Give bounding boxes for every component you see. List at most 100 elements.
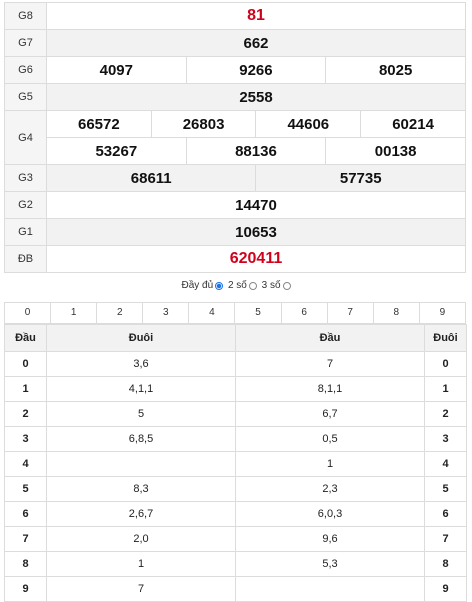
prize-label: G2 xyxy=(4,191,47,219)
prize-row-g6: G6 4097 9266 8025 xyxy=(4,56,466,84)
col-tail: Đuôi xyxy=(46,324,236,352)
row-head-digit: 1 xyxy=(4,376,47,402)
row-head-digit: 4 xyxy=(4,451,47,477)
option-two-digits[interactable]: 2 số xyxy=(228,280,257,291)
prize-number: 4097 xyxy=(46,56,187,84)
table-row: 2 5 6,7 2 xyxy=(4,401,467,427)
table-row: 1 4,1,1 8,1,1 1 xyxy=(4,376,467,402)
radio-full[interactable] xyxy=(215,281,224,290)
digit-filter-7[interactable]: 7 xyxy=(328,303,374,323)
prize-row-g8: G8 81 xyxy=(4,2,466,30)
table-row: 7 2,0 9,6 7 xyxy=(4,526,467,552)
prize-number: 66572 xyxy=(46,110,152,138)
prize-row-g7: G7 662 xyxy=(4,29,466,57)
row-tails: 4,1,1 xyxy=(46,376,236,402)
row-head-digit: 7 xyxy=(4,526,47,552)
row-heads: 0,5 xyxy=(235,426,425,452)
row-heads: 2,3 xyxy=(235,476,425,502)
table-row: 0 3,6 7 0 xyxy=(4,351,467,377)
row-heads: 5,3 xyxy=(235,551,425,577)
prize-label: G1 xyxy=(4,218,47,246)
row-head-digit: 2 xyxy=(4,401,47,427)
option-three-label: 3 số xyxy=(261,280,281,291)
prize-label: G6 xyxy=(4,56,47,84)
row-heads: 1 xyxy=(235,451,425,477)
prize-number: 00138 xyxy=(325,137,466,165)
digit-filter-6[interactable]: 6 xyxy=(282,303,328,323)
digit-filter-3[interactable]: 3 xyxy=(143,303,190,323)
prize-label: G4 xyxy=(4,110,47,165)
row-tail-digit: 8 xyxy=(424,551,467,577)
row-tails: 2,0 xyxy=(46,526,236,552)
row-head-digit: 5 xyxy=(4,476,47,502)
row-tails: 3,6 xyxy=(46,351,236,377)
digit-filter-5[interactable]: 5 xyxy=(235,303,282,323)
row-head-digit: 8 xyxy=(4,551,47,577)
option-full[interactable]: Đầy đủ xyxy=(181,280,224,291)
row-heads: 8,1,1 xyxy=(235,376,425,402)
option-three-digits[interactable]: 3 số xyxy=(262,280,291,291)
col-tail-2: Đuôi xyxy=(424,324,467,352)
row-tail-digit: 0 xyxy=(424,351,467,377)
row-tail-digit: 4 xyxy=(424,451,467,477)
prize-number: 14470 xyxy=(46,191,466,219)
prize-row-special: ĐB 620411 xyxy=(4,245,466,273)
row-tails: 8,3 xyxy=(46,476,236,502)
prize-number: 53267 xyxy=(46,137,187,165)
row-head-digit: 0 xyxy=(4,351,47,377)
row-tails: 2,6,7 xyxy=(46,501,236,527)
prize-number: 88136 xyxy=(185,137,327,165)
digit-filter-8[interactable]: 8 xyxy=(374,303,420,323)
row-heads: 7 xyxy=(235,351,425,377)
row-tail-digit: 2 xyxy=(424,401,467,427)
row-tails: 7 xyxy=(46,576,236,602)
prize-row-g2: G2 14470 xyxy=(4,191,466,219)
row-heads: 6,7 xyxy=(235,401,425,427)
radio-three-digits[interactable] xyxy=(282,281,291,290)
digit-filter-2[interactable]: 2 xyxy=(97,303,144,323)
digit-filter-4[interactable]: 4 xyxy=(189,303,236,323)
col-head-2: Đầu xyxy=(235,324,425,352)
row-tail-digit: 5 xyxy=(424,476,467,502)
table-row: 5 8,3 2,3 5 xyxy=(4,476,467,502)
prize-number: 662 xyxy=(46,29,466,57)
prize-number: 8025 xyxy=(325,56,466,84)
prize-number: 60214 xyxy=(360,110,466,138)
table-row: 3 6,8,5 0,5 3 xyxy=(4,426,467,452)
row-tail-digit: 1 xyxy=(424,376,467,402)
table-row: 8 1 5,3 8 xyxy=(4,551,467,577)
results-table: G8 81 G7 662 G6 4097 9266 8025 G5 2558 G… xyxy=(4,2,466,273)
option-two-label: 2 số xyxy=(227,280,247,291)
option-full-label: Đầy đủ xyxy=(181,280,214,291)
special-prize-number: 620411 xyxy=(46,245,466,273)
table-row: 6 2,6,7 6,0,3 6 xyxy=(4,501,467,527)
prize-label: ĐB xyxy=(4,245,47,273)
row-tails: 5 xyxy=(46,401,236,427)
col-head: Đầu xyxy=(4,324,47,352)
row-tails xyxy=(46,451,236,477)
prize-row-g1: G1 10653 xyxy=(4,218,466,246)
radio-two-digits[interactable] xyxy=(248,281,257,290)
prize-row-g5: G5 2558 xyxy=(4,83,466,111)
digit-filter-1[interactable]: 1 xyxy=(51,303,98,323)
row-head-digit: 3 xyxy=(4,426,47,452)
row-heads xyxy=(235,576,425,602)
prize-number: 44606 xyxy=(255,110,362,138)
prize-row-g4-second: 53267 88136 00138 xyxy=(5,137,466,165)
row-tail-digit: 7 xyxy=(424,526,467,552)
prize-label: G7 xyxy=(4,29,47,57)
prize-number: 10653 xyxy=(46,218,466,246)
prize-row-g4: G4 66572 26803 44606 60214 xyxy=(4,110,466,165)
digit-filter-9[interactable]: 9 xyxy=(439,307,446,318)
row-tail-digit: 6 xyxy=(424,501,467,527)
row-head-digit: 9 xyxy=(4,576,47,602)
display-options: Đầy đủ 2 số 3 số xyxy=(0,280,472,291)
row-tails: 1 xyxy=(46,551,236,577)
prize-number: 26803 xyxy=(150,110,257,138)
prize-number: 9266 xyxy=(185,56,327,84)
row-tails: 6,8,5 xyxy=(46,426,236,452)
head-tail-table: Đầu Đuôi Đầu Đuôi 0 3,6 7 0 1 4,1,1 8,1,1 1 2 5 6,… xyxy=(4,324,467,602)
digit-filter-0[interactable]: 0 xyxy=(5,303,52,323)
row-heads: 9,6 xyxy=(235,526,425,552)
